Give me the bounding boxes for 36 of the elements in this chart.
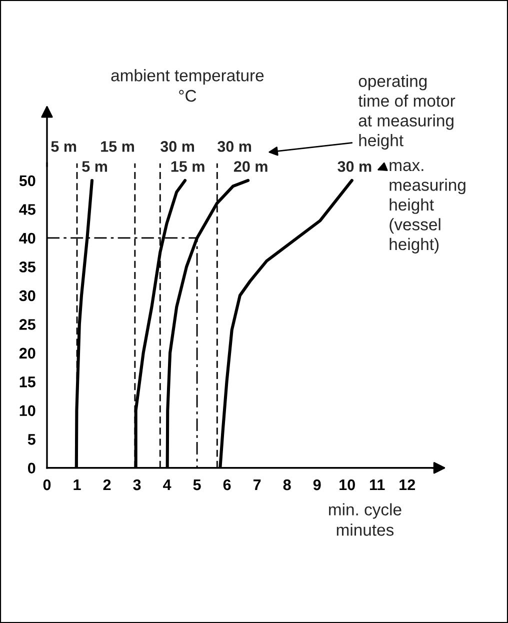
x-tick-label: 5	[193, 480, 201, 490]
y-tick-label: 45	[19, 204, 36, 215]
x-axis-title: min. cycle minutes	[329, 503, 402, 536]
x-tick-label: 7	[253, 480, 261, 490]
x-tick-label: 12	[400, 479, 416, 490]
y-axis-title: ambient temperature °C	[111, 69, 264, 102]
ref-line-label: 30 m	[160, 141, 194, 152]
x-tick-label: 4	[163, 480, 172, 490]
y-tick-label: 15	[20, 376, 36, 388]
y-tick-label: 10	[20, 405, 36, 416]
y-tick-label: 25	[19, 319, 36, 330]
x-tick-label: 0	[43, 479, 51, 490]
y-tick-label: 40	[19, 232, 36, 244]
ref-line-label: 15 m	[101, 141, 134, 152]
series-label: 15 m	[171, 161, 204, 172]
series-label: 20 m	[234, 161, 268, 172]
annotation: max. measuring height (vessel height)	[390, 162, 466, 254]
y-tick-label: 0	[28, 462, 36, 474]
x-tick-label: 11	[370, 480, 385, 490]
x-tick-label: 2	[103, 479, 111, 490]
series-label: 5 m	[82, 161, 107, 172]
y-tick-label: 20	[19, 348, 36, 359]
text: operating time of motor at measuring height	[358, 74, 456, 150]
y-tick-label: 35	[19, 262, 36, 272]
ref-line-label: 5 m	[51, 141, 76, 152]
x-tick-label: 10	[340, 479, 355, 490]
x-tick-label: 1	[74, 480, 81, 490]
legend-label: 30 m	[218, 141, 252, 152]
x-tick-label: 3	[133, 479, 141, 490]
x-tick-label: 8	[283, 479, 291, 490]
y-tick-label: 30	[19, 290, 36, 302]
y-tick-label: 50	[19, 175, 36, 186]
legend-label: 30 m	[338, 161, 372, 172]
x-tick-label: 9	[313, 479, 321, 490]
x-tick-label: 6	[223, 479, 231, 490]
y-tick-label: 5	[28, 434, 36, 445]
